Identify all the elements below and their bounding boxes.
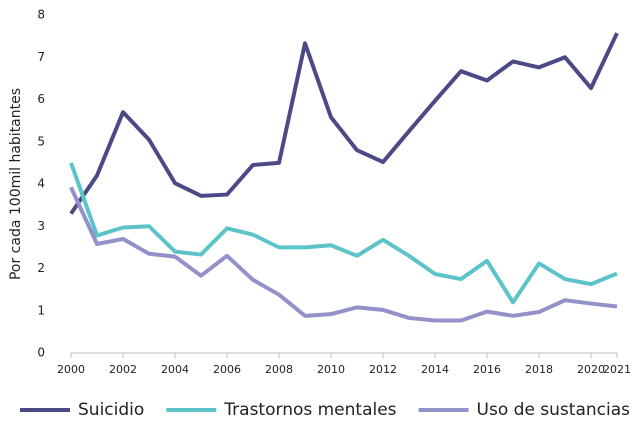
x-tick-label: 2012 <box>369 363 397 376</box>
y-tick-label: 5 <box>37 134 45 148</box>
x-tick-label: 2000 <box>57 363 85 376</box>
y-tick-label: 4 <box>37 177 45 191</box>
series-line <box>69 186 618 323</box>
y-tick-label: 2 <box>37 261 45 275</box>
x-tick-label: 2018 <box>525 363 553 376</box>
y-tick-label: 1 <box>37 303 45 317</box>
legend-label: Suicidio <box>78 400 144 420</box>
y-tick-label: 3 <box>37 219 45 233</box>
y-tick-label: 7 <box>37 50 45 64</box>
x-tick-label: 2021 <box>603 363 631 376</box>
x-tick-label: 2020 <box>577 363 605 376</box>
x-tick-label: 2014 <box>421 363 449 376</box>
x-tick-label: 2006 <box>213 363 241 376</box>
x-tick-label: 2010 <box>317 363 345 376</box>
y-tick-label: 0 <box>37 346 45 360</box>
series-line <box>69 162 618 305</box>
y-tick-label: 8 <box>37 8 45 22</box>
legend-label: Trastornos mentales <box>223 400 396 420</box>
x-tick-label: 2004 <box>161 363 189 376</box>
x-tick-label: 2002 <box>109 363 137 376</box>
x-tick-label: 2008 <box>265 363 293 376</box>
series-line <box>69 32 619 215</box>
y-tick-label: 6 <box>37 92 45 106</box>
legend-label: Uso de sustancias <box>477 400 631 420</box>
y-axis-label: Por cada 100mil habitantes <box>8 88 24 280</box>
x-tick-label: 2016 <box>473 363 501 376</box>
